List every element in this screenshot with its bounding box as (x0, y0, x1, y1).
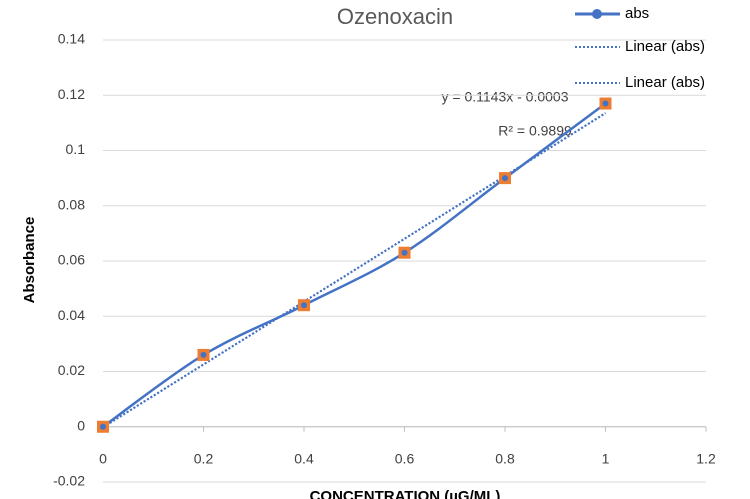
x-tick-label: 0.8 (495, 450, 515, 466)
x-axis-label: CONCENTRATION (µG/ML) (310, 488, 501, 499)
r-squared-label: R² = 0.9899 (498, 123, 572, 139)
chart-title: Ozenoxacin (337, 4, 453, 29)
legend-label: abs (625, 5, 649, 22)
data-point-center (602, 100, 609, 107)
y-tick-label: 0.02 (58, 362, 85, 378)
series-line (102, 102, 607, 428)
x-tick-label: 1.2 (696, 450, 716, 466)
legend-marker (592, 9, 602, 19)
data-point-center (401, 249, 408, 256)
data-point-center (502, 175, 508, 182)
y-tick-label: 0 (77, 417, 85, 433)
data-point-center (301, 302, 307, 309)
y-axis-label: Absorbance (21, 217, 38, 304)
y-tick-label: 0.08 (58, 196, 85, 212)
data-point-center (200, 351, 207, 358)
data-point-center (100, 423, 106, 430)
x-tick-label: 0 (99, 450, 107, 466)
x-tick-label: 1 (602, 450, 610, 466)
y-tick-label: 0.14 (58, 31, 85, 47)
y-tick-label: 0.1 (66, 141, 86, 157)
x-tick-label: 0.6 (395, 450, 415, 466)
equation-label: y = 0.1143x - 0.0003 (442, 89, 569, 105)
legend-label: Linear (abs) (625, 74, 705, 91)
legend-label: Linear (abs) (625, 38, 705, 55)
y-tick-label: 0.04 (58, 307, 85, 323)
x-tick-label: 0.4 (294, 450, 314, 466)
y-tick-label: 0.06 (58, 252, 85, 268)
y-tick-label: -0.02 (53, 473, 85, 489)
y-tick-label: 0.12 (58, 86, 85, 102)
x-tick-label: 0.2 (194, 450, 214, 466)
